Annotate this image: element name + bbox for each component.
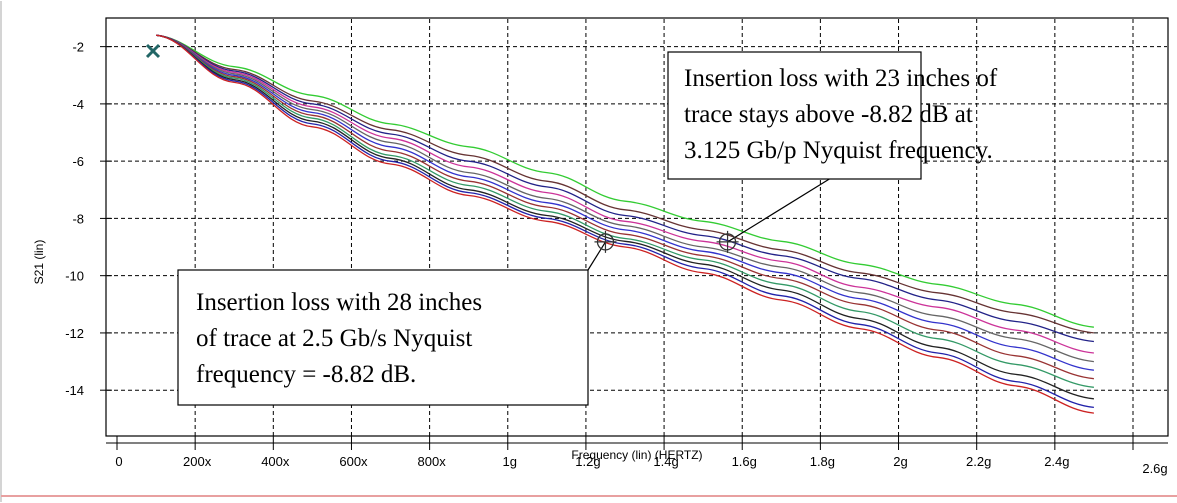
x-tick-label: 200x (183, 454, 212, 469)
x-tick-label: 0 (115, 454, 122, 469)
y-tick-label: -14 (65, 383, 84, 398)
start-marker-icon (145, 43, 161, 59)
series-line-2 (156, 34, 1094, 334)
x-tick-label: 1.8g (810, 454, 835, 469)
x-tick-label: 1g (503, 454, 517, 469)
x-tick-label: 2.6g (1142, 461, 1167, 476)
callout-23-box (667, 51, 922, 180)
y-tick-label: -10 (65, 269, 84, 284)
series-line-4 (156, 34, 1094, 354)
y-tick-labels: -2 -4 -6 -8 -10 -12 -14 (65, 40, 84, 399)
series-line-6 (156, 34, 1094, 371)
callout-28-leader (587, 241, 607, 271)
x-tick-label: 800x (418, 454, 447, 469)
series-line-1 (156, 34, 1094, 328)
crosshair-icon (716, 230, 739, 253)
y-tick-label: -4 (72, 97, 84, 112)
series-line-10 (156, 34, 1094, 409)
callout-23-line-2: trace stays above -8.82 dB at (684, 101, 973, 128)
x-tick-label: 2.4g (1044, 454, 1069, 469)
x-tick-label: 2.2g (966, 454, 991, 469)
x-tick-label: 600x (339, 454, 368, 469)
crosshair-markers (594, 230, 739, 253)
callout-28-box (177, 269, 589, 406)
y-tick-label: -8 (72, 211, 84, 226)
x-tick-label: 1.2g (575, 454, 600, 469)
x-axis-label: Frequency (lin) (HERTZ) (571, 448, 702, 462)
series-line-7 (156, 34, 1094, 380)
x-tick-label: 1.4g (653, 454, 678, 469)
callout-28-line-2: of trace at 2.5 Gb/s Nyquist (196, 325, 472, 352)
y-tick-label: -12 (65, 326, 84, 341)
callout-23-inch: Insertion loss with 23 inches of trace s… (667, 51, 998, 243)
y-tick-label: -6 (72, 154, 84, 169)
y-axis-label: S21 (lin) (32, 240, 46, 285)
series-line-5 (156, 34, 1094, 363)
crosshair-icon (594, 230, 617, 253)
series-line-11 (156, 34, 1094, 414)
callout-23-line-3: 3.125 Gb/p Nyquist frequency. (684, 137, 993, 164)
y-tick-label: -2 (72, 40, 84, 55)
x-tick-label: 1.6g (732, 454, 757, 469)
series-line-3 (156, 34, 1094, 343)
series-group (156, 34, 1094, 414)
x-tick-label: 400x (261, 454, 290, 469)
series-line-9 (156, 34, 1094, 400)
x-tick-label: 2g (893, 454, 907, 469)
callout-28-line-1: Insertion loss with 28 inches (196, 289, 482, 316)
series-line-8 (156, 34, 1094, 388)
callout-28-line-3: frequency = -8.82 dB. (196, 361, 416, 388)
x-tick-labels: 0 200x 400x 600x 800x 1g 1.2g 1.4g 1.6g 1.8g 2g 2.2… (115, 454, 1167, 476)
callout-28-inch: Insertion loss with 28 inches of trace a… (177, 241, 607, 406)
callout-23-line-1: Insertion loss with 23 inches of (684, 65, 998, 92)
callout-23-leader (727, 177, 832, 243)
